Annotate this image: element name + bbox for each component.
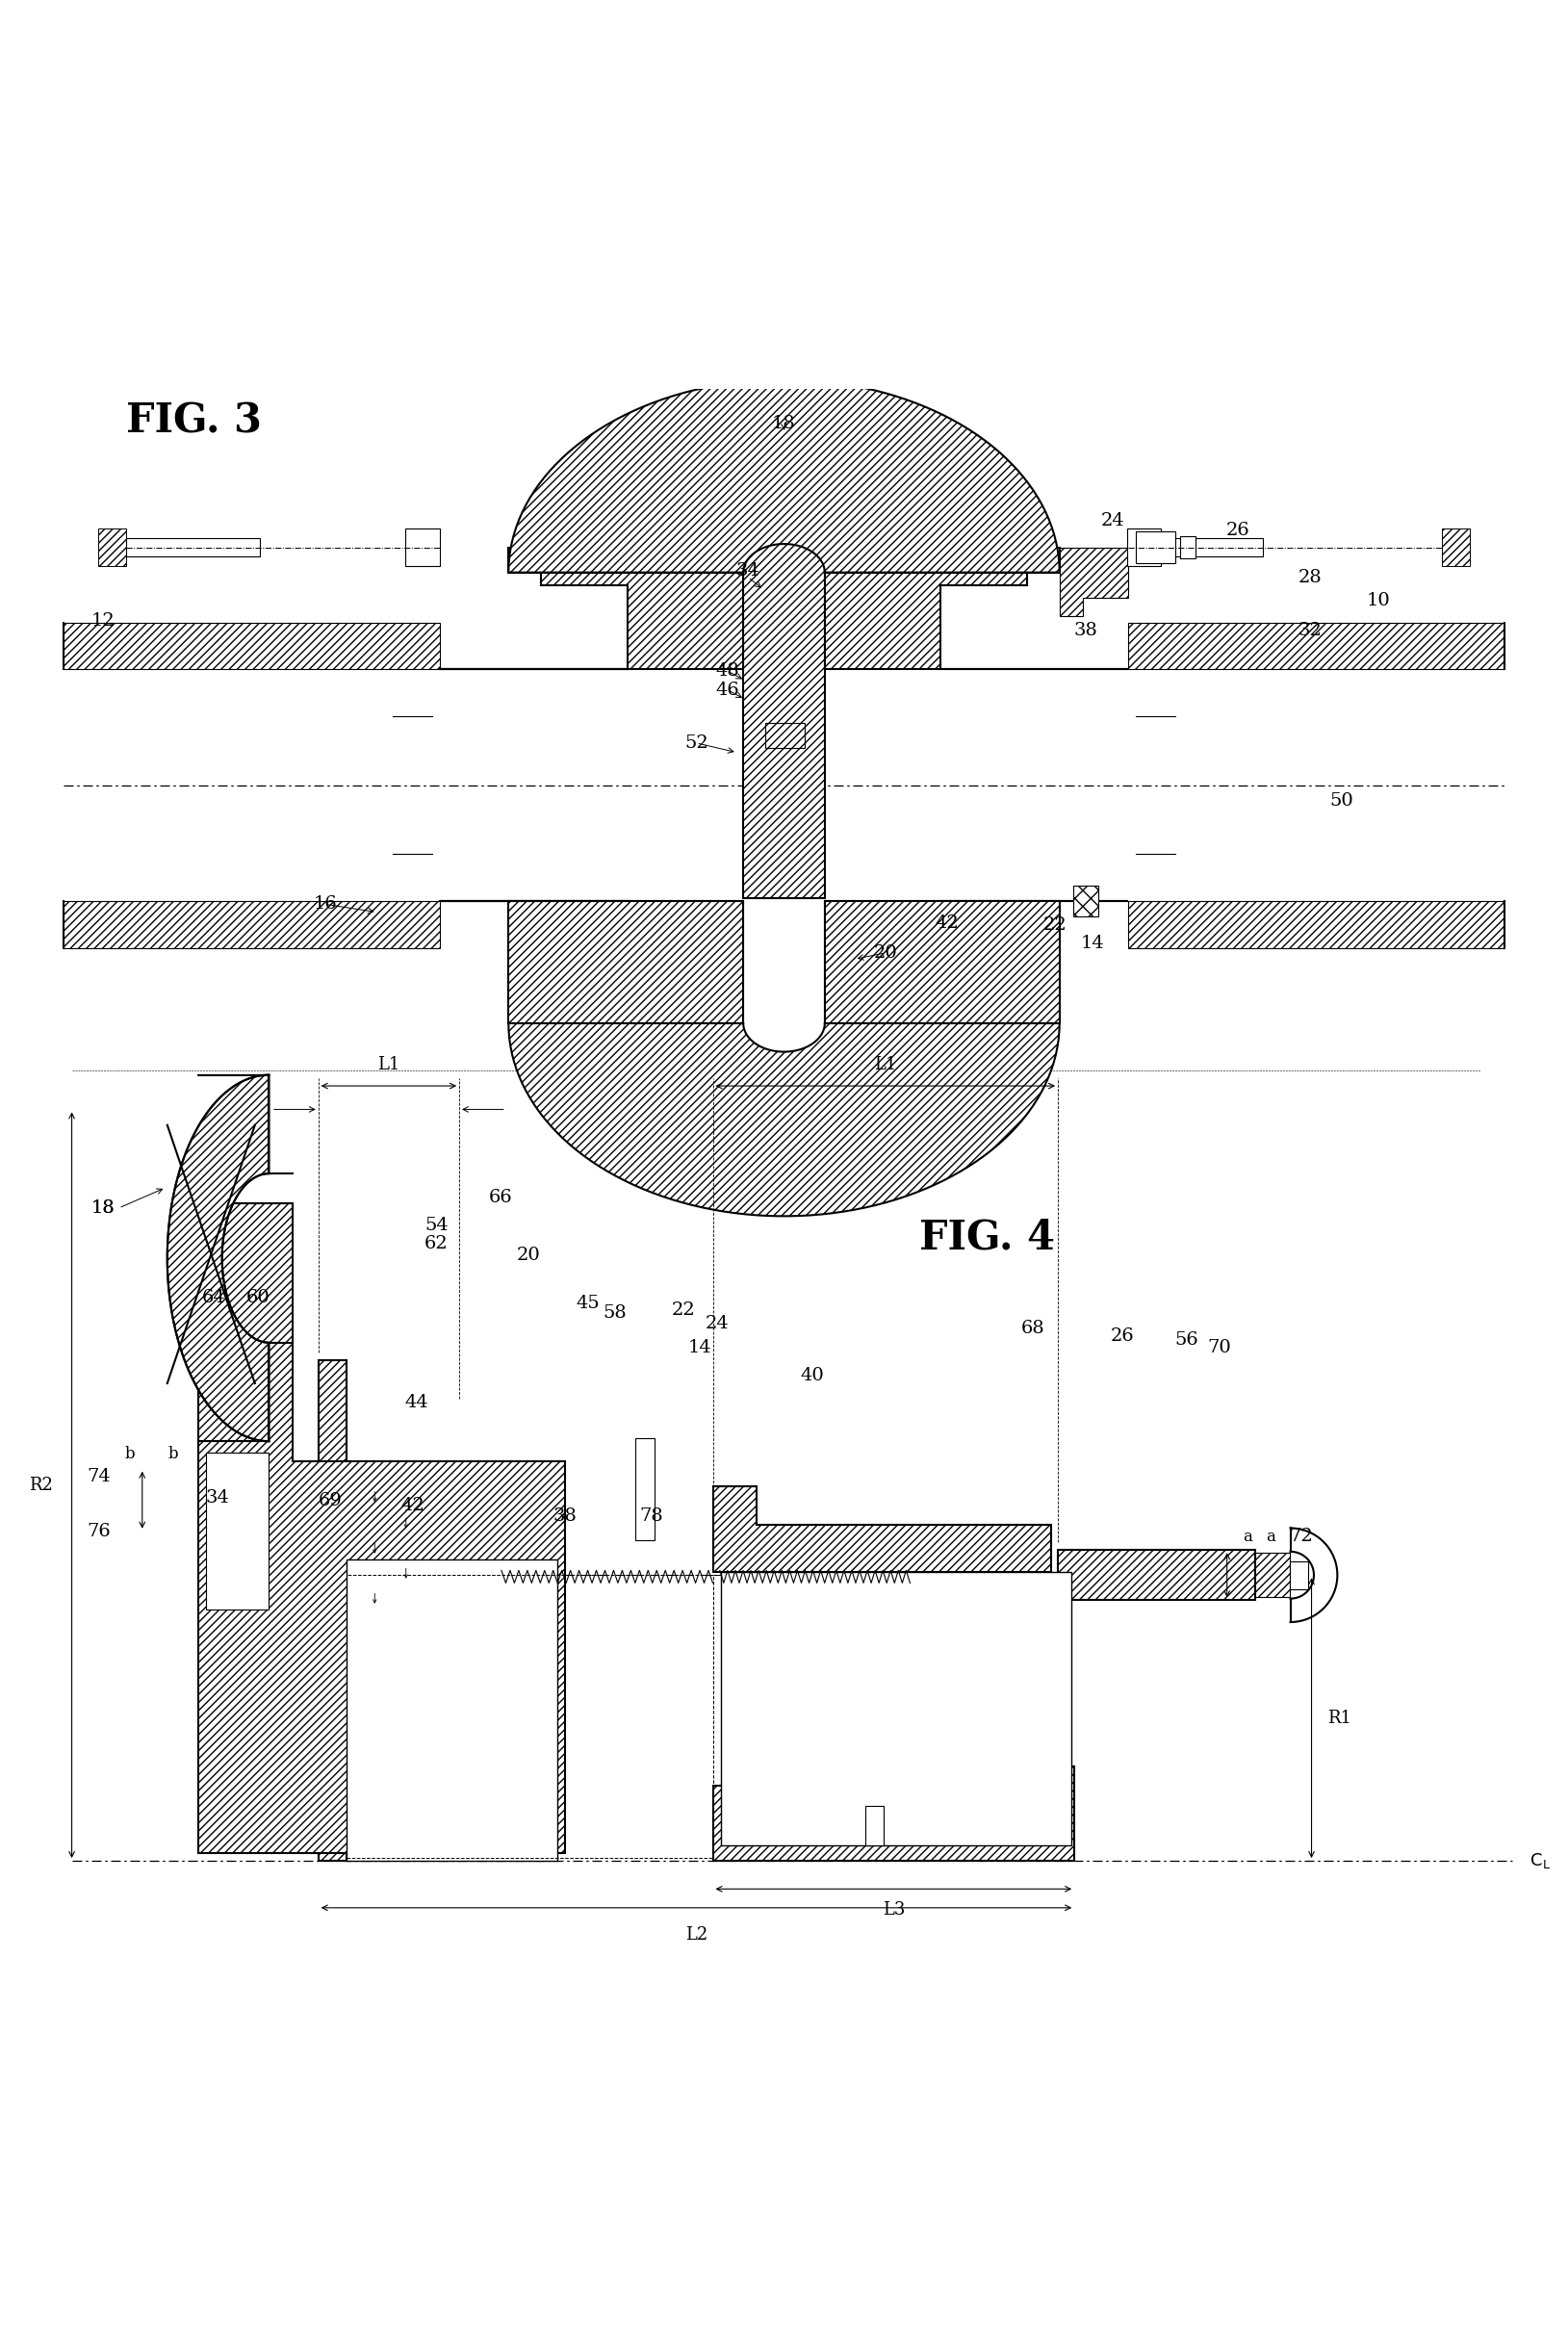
Polygon shape [713,1767,1074,1861]
Bar [207,1453,270,1610]
Bar [1289,1561,1308,1589]
Text: 26: 26 [1226,520,1250,539]
Bar [866,1805,884,1845]
Polygon shape [508,380,1060,572]
Bar [405,530,439,567]
Text: 32: 32 [1298,621,1322,640]
Text: b: b [124,1446,135,1463]
Text: 10: 10 [1367,593,1391,609]
Polygon shape [1129,900,1504,947]
Text: 18: 18 [91,1200,114,1217]
Text: 28: 28 [1298,570,1322,586]
Text: 46: 46 [715,682,740,699]
Text: 74: 74 [88,1467,111,1486]
Polygon shape [825,548,1060,572]
Polygon shape [825,900,1129,1024]
Text: R2: R2 [30,1477,53,1493]
Text: 14: 14 [1080,935,1104,952]
Text: 42: 42 [935,914,958,933]
Polygon shape [825,548,1129,670]
Bar [347,1575,713,1859]
Text: 22: 22 [673,1301,696,1317]
Bar [347,1559,557,1861]
Text: 18: 18 [771,415,797,431]
Text: 22: 22 [1043,917,1066,933]
Bar [765,722,804,748]
Text: 62: 62 [425,1235,448,1252]
Text: b: b [168,1446,179,1463]
Text: 56: 56 [1174,1331,1198,1348]
Text: 66: 66 [489,1188,513,1205]
Text: 14: 14 [687,1338,712,1355]
Text: 38: 38 [554,1507,577,1526]
Text: 64: 64 [202,1289,226,1306]
Text: 50: 50 [1330,792,1353,809]
Polygon shape [318,1360,347,1861]
Polygon shape [439,900,743,1024]
Text: 58: 58 [604,1303,627,1322]
Text: 12: 12 [91,612,114,631]
Text: 26: 26 [1110,1327,1134,1345]
Bar [127,539,260,558]
Polygon shape [508,548,743,572]
Polygon shape [743,396,825,898]
Text: 18: 18 [91,1200,114,1217]
Text: 52: 52 [684,734,709,752]
Text: 70: 70 [1207,1338,1231,1355]
Text: 16: 16 [314,895,337,912]
Text: 76: 76 [88,1524,111,1540]
Polygon shape [64,900,439,947]
Text: R1: R1 [1327,1709,1352,1728]
Text: 34: 34 [205,1488,229,1507]
Polygon shape [1060,548,1129,616]
Bar [721,1573,1071,1845]
Text: L1: L1 [378,1057,400,1074]
Text: 44: 44 [405,1392,428,1411]
Polygon shape [168,1076,270,1442]
Polygon shape [1058,1549,1254,1601]
Text: a: a [1243,1528,1253,1545]
Text: $\mathsf{\,C_L}$: $\mathsf{\,C_L}$ [1527,1852,1551,1871]
Polygon shape [508,900,743,1024]
Text: a: a [1265,1528,1276,1545]
Bar [1181,537,1196,558]
Text: 72: 72 [1289,1528,1314,1545]
Text: 48: 48 [715,663,740,680]
Polygon shape [439,548,743,670]
Text: 42: 42 [401,1498,425,1514]
Polygon shape [713,1486,1051,1573]
Text: L1: L1 [873,1057,897,1074]
Polygon shape [1254,1554,1289,1596]
Text: 20: 20 [873,945,897,961]
Polygon shape [199,1202,564,1854]
Text: 54: 54 [425,1217,448,1233]
Text: L2: L2 [685,1927,707,1943]
Text: 20: 20 [517,1247,541,1263]
Text: FIG. 4: FIG. 4 [920,1217,1055,1259]
Polygon shape [207,1453,220,1610]
Polygon shape [1441,530,1469,567]
Polygon shape [508,1024,1060,1217]
Bar [1127,530,1162,567]
Text: 69: 69 [318,1493,342,1510]
Polygon shape [825,900,1060,1024]
Text: 40: 40 [800,1367,825,1385]
Text: 24: 24 [1101,511,1124,530]
Text: L3: L3 [883,1901,905,1920]
Polygon shape [99,530,127,567]
Bar [1137,532,1176,563]
Text: 45: 45 [577,1294,601,1313]
Polygon shape [64,624,439,670]
Bar [635,1439,654,1540]
Text: 34: 34 [735,563,760,579]
Polygon shape [1129,624,1504,670]
Text: 78: 78 [640,1507,663,1526]
Text: 60: 60 [246,1289,270,1306]
Bar [1131,539,1262,558]
Text: 68: 68 [1021,1320,1044,1336]
Text: 24: 24 [704,1315,729,1331]
Text: 38: 38 [1074,621,1098,640]
Bar [1074,886,1099,917]
Text: FIG. 3: FIG. 3 [127,401,262,441]
